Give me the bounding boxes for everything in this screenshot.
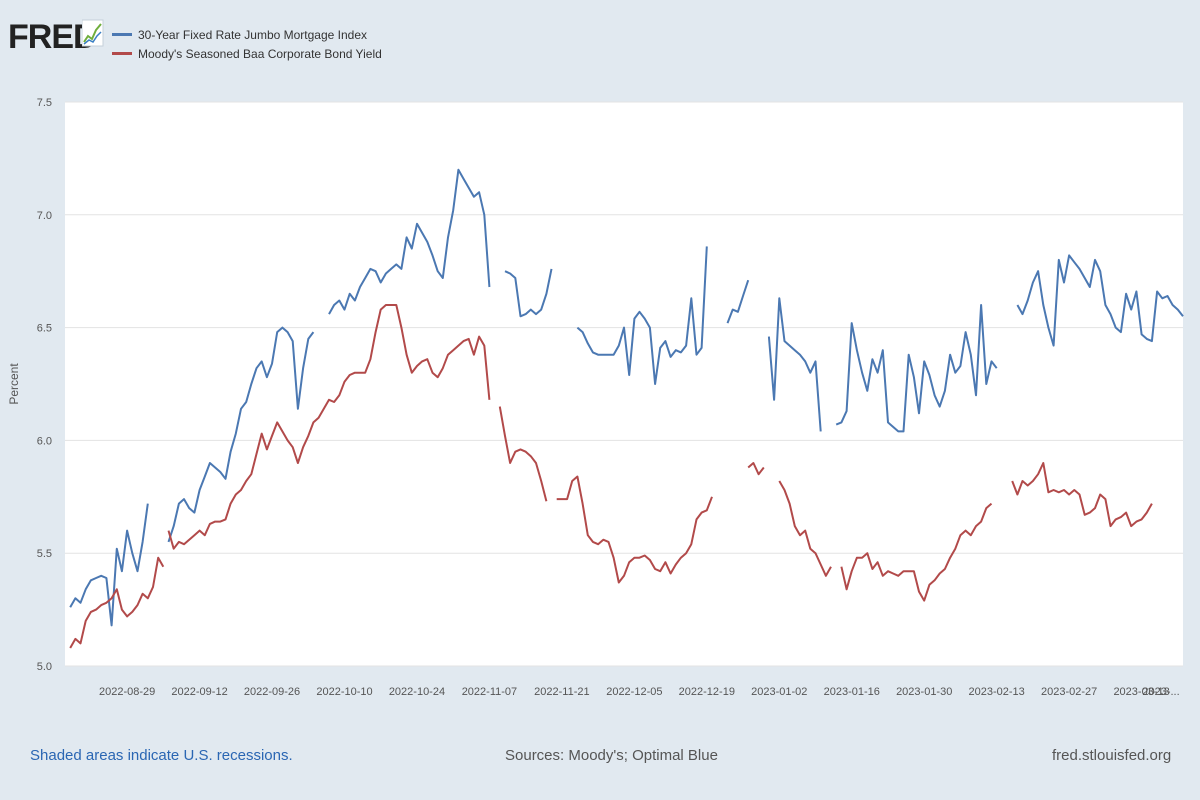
x-tick-label: 2022-08-29 — [99, 686, 155, 698]
series-line-baa-bond-yield[interactable] — [840, 502, 993, 602]
recessions-note-link[interactable]: Shaded areas indicate U.S. recessions. — [30, 747, 293, 764]
series-line-baa-bond-yield[interactable] — [556, 475, 713, 584]
x-tick-label: 2023-01-30 — [896, 686, 952, 698]
series-line-baa-bond-yield[interactable] — [747, 462, 765, 476]
x-tick-label: 2023-02-13 — [969, 686, 1025, 698]
x-tick-label: 2022-11-21 — [534, 686, 589, 698]
plot-area — [65, 102, 1183, 666]
y-tick-label: 7.5 — [37, 97, 52, 109]
series-line-jumbo-mortgage[interactable] — [835, 304, 998, 433]
series-line-jumbo-mortgage[interactable] — [576, 246, 708, 385]
series-line-jumbo-mortgage[interactable] — [1016, 254, 1184, 347]
x-tick-label: 2023-02-27 — [1041, 686, 1097, 698]
legend-swatch-blue — [112, 33, 132, 36]
x-tick-label: 2023-03-13 — [1113, 686, 1169, 698]
y-tick-label: 6.0 — [37, 435, 52, 447]
x-tick-label: 2022-09-12 — [171, 686, 227, 698]
x-tick-label: 2022-09-26 — [244, 686, 300, 698]
series-line-baa-bond-yield[interactable] — [167, 304, 491, 550]
x-tick-label: 2022-12-19 — [679, 686, 735, 698]
legend-label-jumbo-mortgage: 30-Year Fixed Rate Jumbo Mortgage Index — [138, 27, 368, 42]
series-line-baa-bond-yield[interactable] — [498, 406, 548, 502]
series-line-baa-bond-yield[interactable] — [1011, 462, 1153, 528]
series-line-baa-bond-yield[interactable] — [69, 556, 165, 649]
fred-site-link[interactable]: fred.stlouisfed.org — [1052, 747, 1172, 764]
x-tick-label: 2022-10-10 — [316, 686, 372, 698]
y-tick-label: 5.0 — [37, 661, 52, 673]
x-tick-label: 2023-01-16 — [824, 686, 880, 698]
x-tick-label: 2023-... — [1142, 686, 1179, 698]
x-tick-label: 2022-10-24 — [389, 686, 445, 698]
legend-item-jumbo-mortgage[interactable]: 30-Year Fixed Rate Jumbo Mortgage Index — [112, 26, 382, 43]
series-line-jumbo-mortgage[interactable] — [167, 326, 315, 543]
x-tick-label: 2022-12-05 — [606, 686, 662, 698]
legend-item-baa-bond-yield[interactable]: Moody's Seasoned Baa Corporate Bond Yiel… — [112, 45, 382, 62]
sources-text: Sources: Moody's; Optimal Blue — [505, 747, 718, 764]
legend-swatch-red — [112, 52, 132, 55]
grid-lines — [65, 101, 1183, 667]
chart-legend: 30-Year Fixed Rate Jumbo Mortgage Index … — [112, 26, 382, 64]
x-tick-label: 2022-11-07 — [462, 686, 517, 698]
y-axis-label: Percent — [7, 363, 21, 405]
series-line-jumbo-mortgage[interactable] — [726, 279, 750, 324]
series-line-jumbo-mortgage[interactable] — [504, 268, 553, 318]
series-line-jumbo-mortgage[interactable] — [328, 168, 491, 315]
y-tick-label: 6.5 — [37, 323, 52, 335]
y-tick-label: 7.0 — [37, 210, 52, 222]
x-tick-label: 2023-01-02 — [751, 686, 807, 698]
legend-label-baa-bond-yield: Moody's Seasoned Baa Corporate Bond Yiel… — [138, 46, 382, 61]
y-axis-tick-labels: 5.0 5.5 6.0 6.5 7.0 7.5 — [37, 97, 52, 673]
x-axis-tick-labels: 2022-08-29 2022-09-12 2022-09-26 2022-10-10… — [99, 686, 1180, 698]
series-line-baa-bond-yield[interactable] — [778, 480, 832, 577]
fred-logo-graph-icon — [82, 19, 104, 47]
series-line-jumbo-mortgage[interactable] — [767, 297, 822, 432]
series-lines — [69, 168, 1184, 649]
y-tick-label: 5.5 — [37, 548, 52, 560]
